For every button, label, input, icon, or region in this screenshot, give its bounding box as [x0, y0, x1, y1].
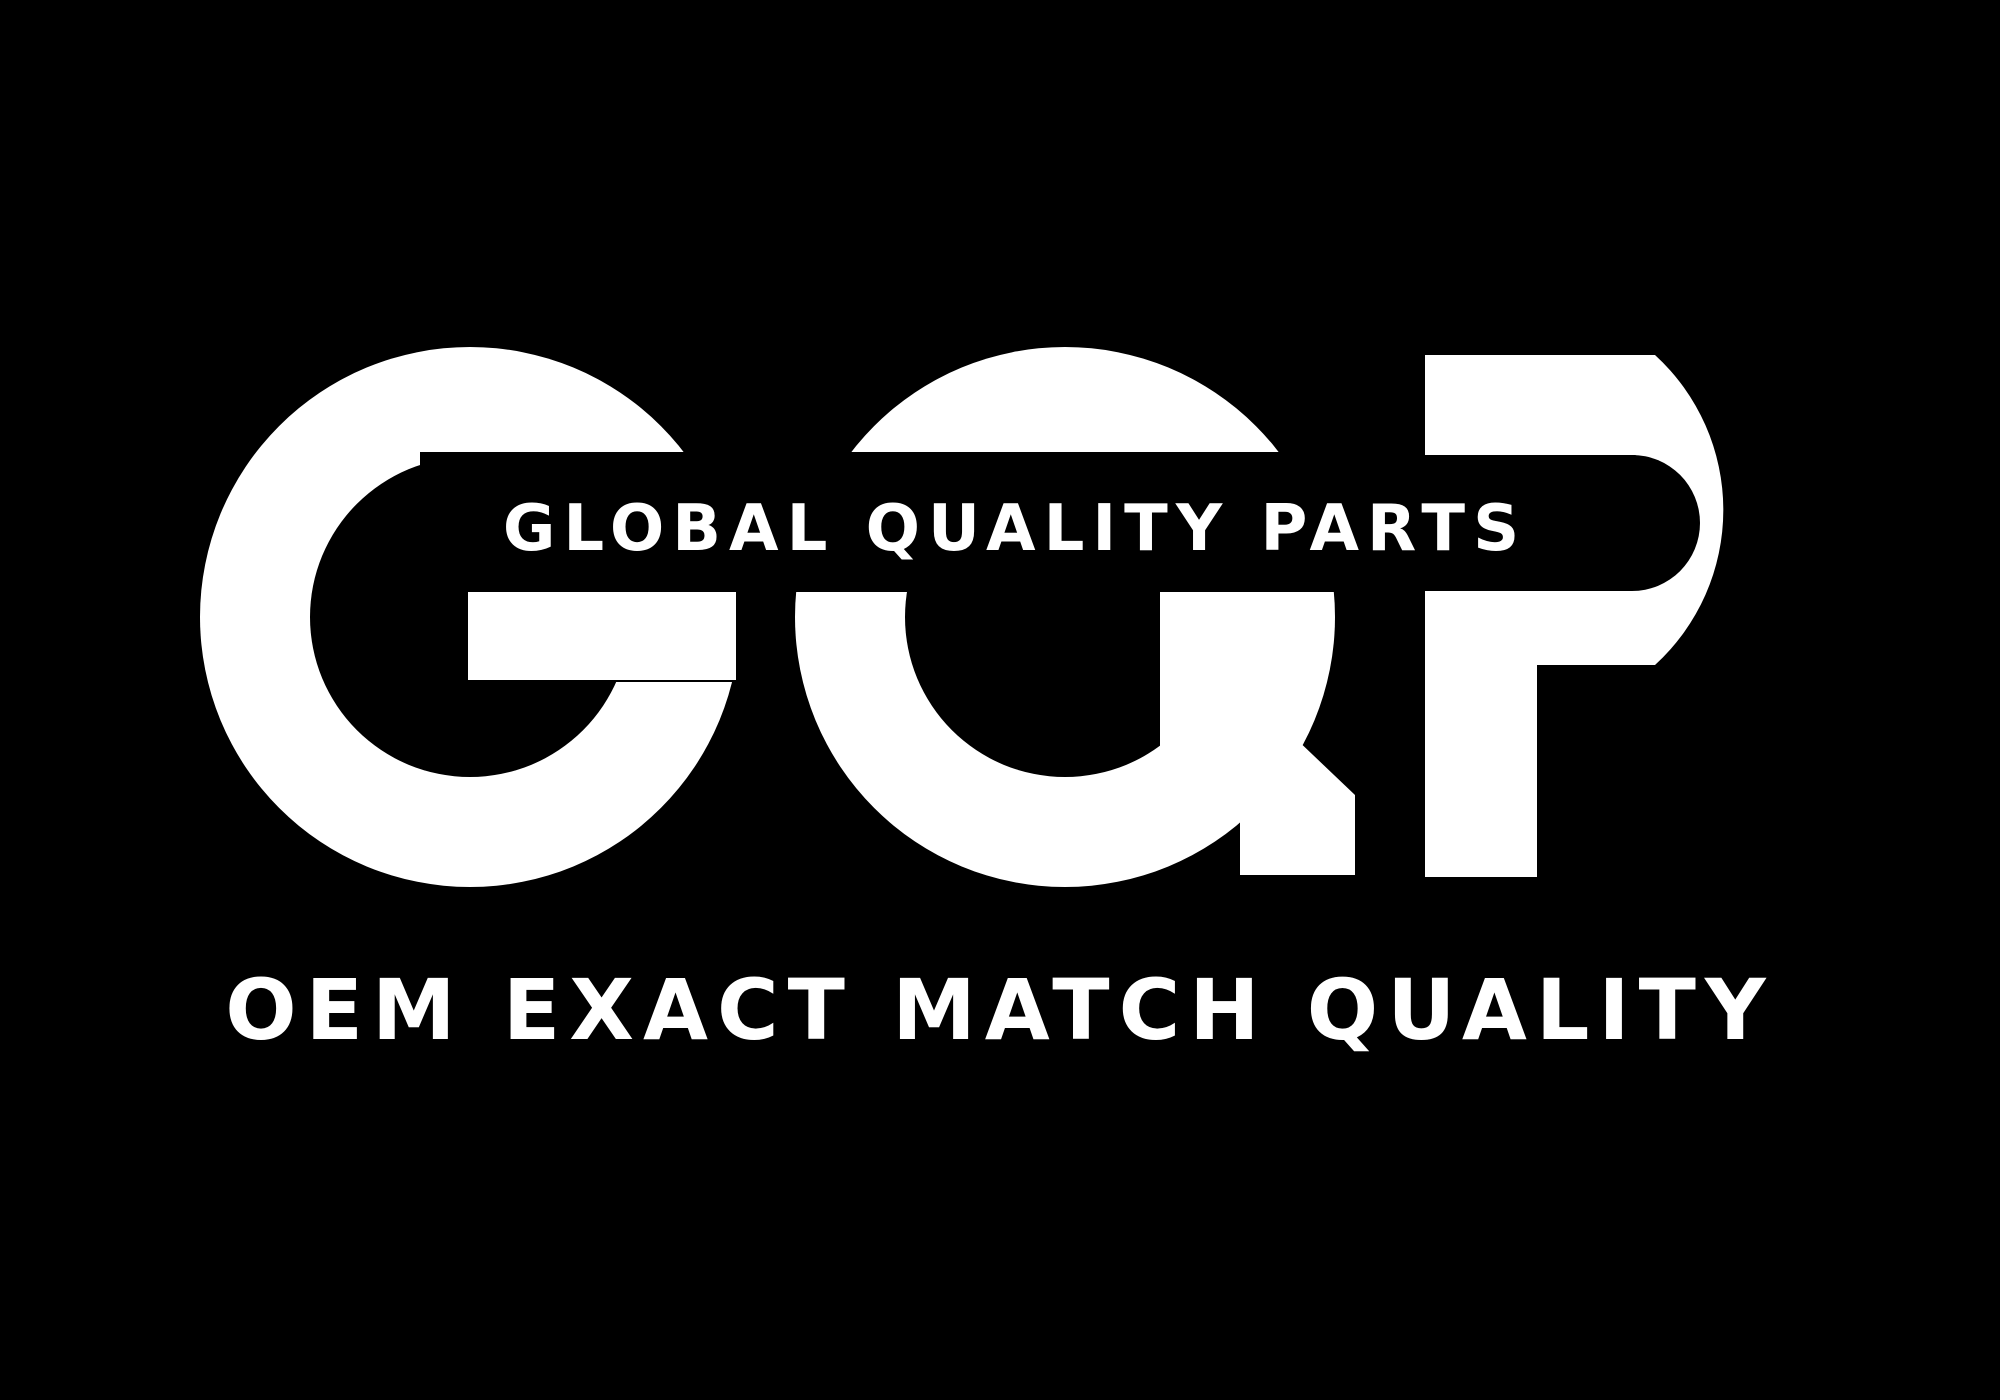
- tagline: OEM EXACT MATCH QUALITY: [225, 961, 1775, 1059]
- band-outline: [420, 455, 1700, 591]
- g-crossbar: [468, 592, 736, 680]
- q-tail: [1160, 592, 1355, 875]
- band-text: GLOBAL QUALITY PARTS: [503, 492, 1527, 566]
